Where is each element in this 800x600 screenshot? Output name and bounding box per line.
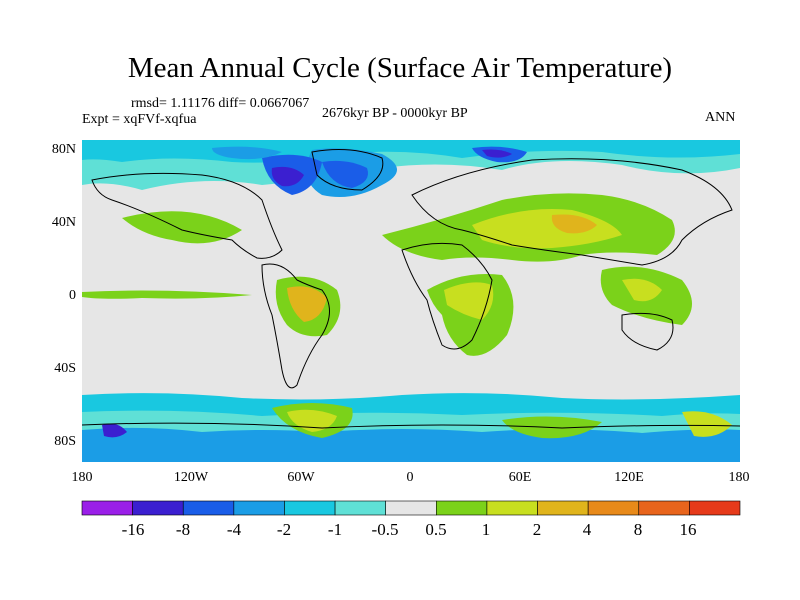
- colorbar-label-8: 2: [532, 520, 542, 539]
- colorbar-box-2: [182, 500, 235, 516]
- colorbar-box-8: [486, 500, 538, 516]
- colorbar-box-3: [233, 500, 285, 516]
- lon-label-0: 0: [406, 470, 414, 485]
- colorbar-box-12: [689, 500, 741, 516]
- colorbar-label-9: 4: [582, 520, 592, 539]
- colorbar-box-11: [638, 500, 690, 516]
- lon-label-120w: 120W: [173, 470, 209, 485]
- lat-label-80s: 80S: [54, 434, 76, 449]
- colorbar-label-10: 8: [633, 520, 643, 539]
- colorbar-box-7: [436, 500, 488, 516]
- lon-label-60e: 60E: [508, 470, 532, 485]
- season-label: ANN: [705, 110, 736, 125]
- colorbar-label-11: 16: [679, 520, 697, 539]
- lat-label-eq: 0: [69, 288, 76, 303]
- colorbar-label-5: -0.5: [371, 520, 399, 539]
- map-title: Mean Annual Cycle (Surface Air Temperatu…: [127, 52, 673, 84]
- colorbar-box-4: [284, 500, 336, 516]
- colorbar-label-7: 1: [481, 520, 491, 539]
- lat-label-40s: 40S: [54, 361, 76, 376]
- lon-label-120e: 120E: [614, 470, 644, 485]
- lat-label-40n: 40N: [51, 215, 76, 230]
- colorbar-label-6: 0.5: [425, 520, 447, 539]
- lon-label-180e: 180: [728, 470, 750, 485]
- colorbar-box-10: [587, 500, 640, 516]
- lon-label-180w: 180: [71, 470, 93, 485]
- colorbar-box-5: [334, 500, 386, 516]
- colorbar-box-0: [81, 500, 133, 516]
- anomaly-fields: [82, 140, 740, 462]
- colorbar-label-3: -2: [276, 520, 292, 539]
- colorbar-label-1: -8: [175, 520, 191, 539]
- experiment-label: Expt = xqFVf-xqfua: [82, 112, 197, 127]
- colorbar-label-0: -16: [121, 520, 145, 539]
- lon-label-60w: 60W: [287, 470, 315, 485]
- colorbar-label-4: -1: [327, 520, 343, 539]
- lat-label-80n: 80N: [51, 142, 76, 157]
- colorbar-boxes: [81, 500, 741, 516]
- period-label: 2676kyr BP - 0000kyr BP: [322, 106, 468, 121]
- colorbar-label-2: -4: [226, 520, 242, 539]
- continent-outlines: [82, 149, 740, 429]
- temperature-anomaly-map: [82, 140, 740, 462]
- colorbar-box-1: [132, 500, 184, 516]
- colorbar-box-6: [385, 500, 437, 516]
- rmsd-diff-stats: rmsd= 1.11176 diff= 0.0667067: [131, 96, 310, 111]
- colorbar-box-9: [537, 500, 589, 516]
